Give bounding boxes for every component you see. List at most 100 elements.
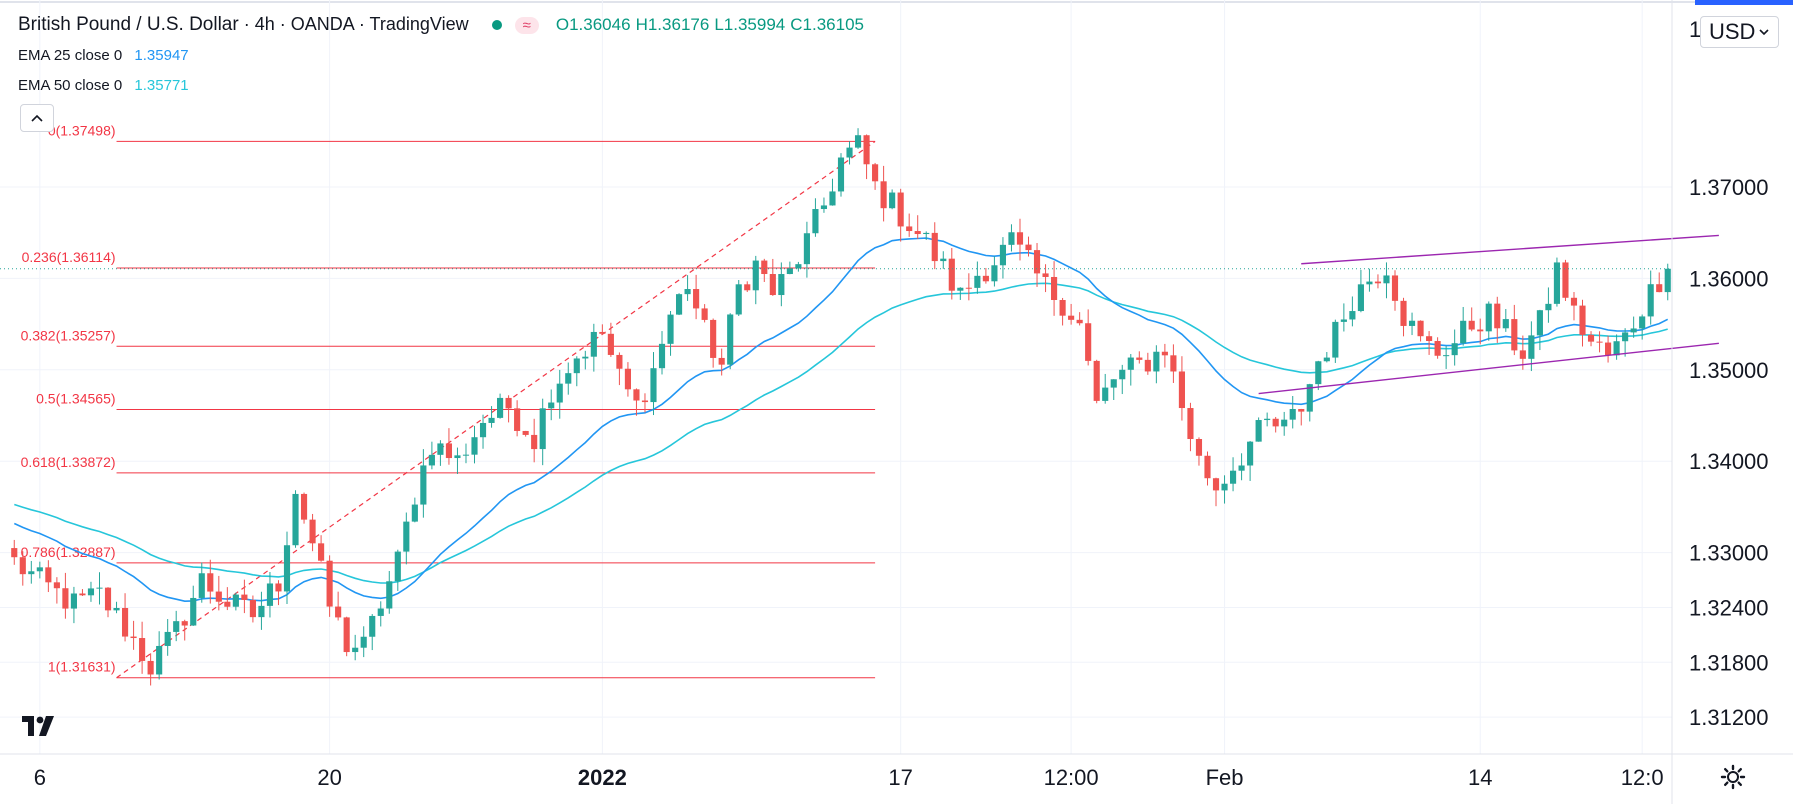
candle-body bbox=[565, 373, 572, 384]
ema50-legend[interactable]: EMA 50 close 0 1.35771 bbox=[18, 77, 189, 94]
candle-body bbox=[522, 430, 529, 435]
candle-body bbox=[693, 289, 700, 309]
candle-body bbox=[1536, 310, 1543, 336]
candle-body bbox=[1647, 284, 1654, 317]
candle-body bbox=[1093, 360, 1100, 401]
candle-body bbox=[1221, 483, 1228, 491]
candle-body bbox=[497, 397, 504, 418]
candle-body bbox=[1494, 303, 1501, 329]
candle-body bbox=[130, 636, 137, 639]
currency-selector[interactable]: USD bbox=[1700, 16, 1780, 48]
x-tick-label: 12:00 bbox=[1044, 765, 1099, 790]
candle-body bbox=[139, 638, 146, 661]
y-tick-label: 1.34000 bbox=[1689, 449, 1769, 474]
candle-body bbox=[974, 275, 981, 288]
channel-upper-line bbox=[1301, 234, 1719, 265]
candle-body bbox=[1622, 332, 1629, 342]
candle-body bbox=[309, 519, 316, 544]
candle-body bbox=[1426, 336, 1433, 341]
candle-body bbox=[70, 593, 77, 609]
candle-body bbox=[548, 402, 555, 409]
candle-body bbox=[1059, 299, 1066, 316]
candle-body bbox=[232, 594, 239, 607]
top-accent bbox=[1695, 0, 1793, 5]
ema25-value: 1.35947 bbox=[134, 47, 189, 64]
collapse-legend-button[interactable] bbox=[20, 104, 54, 132]
candle-body bbox=[1085, 323, 1092, 361]
ema50-label: EMA 50 close 0 bbox=[18, 77, 123, 94]
candle-body bbox=[1391, 275, 1399, 301]
candle-body bbox=[735, 284, 742, 315]
candle-body bbox=[1255, 420, 1262, 442]
candle-body bbox=[1443, 355, 1450, 357]
candle-body bbox=[837, 157, 845, 192]
candle-body bbox=[1477, 329, 1484, 332]
candle-body bbox=[624, 368, 631, 390]
candle-body bbox=[207, 573, 214, 592]
candle-body bbox=[880, 181, 887, 209]
candle-body bbox=[1587, 334, 1595, 342]
candle-body bbox=[1229, 470, 1237, 484]
candle-body bbox=[224, 601, 231, 607]
ohlc-high: H1.36176 bbox=[635, 15, 710, 34]
y-tick-label: 1.31800 bbox=[1689, 650, 1769, 675]
fib-level-label: 0.236(1.36114) bbox=[22, 249, 116, 265]
candle-body bbox=[573, 358, 580, 374]
candle-body bbox=[1051, 276, 1058, 300]
candle-body bbox=[675, 294, 683, 315]
x-tick-label: 20 bbox=[317, 765, 341, 790]
ema25-legend[interactable]: EMA 25 close 0 1.35947 bbox=[18, 47, 189, 64]
tradingview-logo-mark bbox=[22, 716, 54, 736]
candle-body bbox=[19, 557, 26, 575]
channel-lower-line bbox=[1258, 342, 1719, 395]
candle-body bbox=[658, 343, 666, 369]
ema25-label: EMA 25 close 0 bbox=[18, 47, 123, 64]
symbol-name[interactable]: British Pound / U.S. Dollar bbox=[18, 14, 239, 35]
ohlc-low: L1.35994 bbox=[714, 15, 786, 34]
fibonacci-retracement[interactable]: 0(1.37498) 0.236(1.36114) 0.382(1.35257) 0.… bbox=[21, 122, 876, 679]
candle-body bbox=[897, 192, 904, 227]
candle-body bbox=[616, 354, 623, 369]
candle-body bbox=[1332, 321, 1339, 358]
candle-body bbox=[982, 275, 989, 282]
candle-body bbox=[181, 621, 188, 626]
candle-body bbox=[803, 233, 810, 265]
settings-button[interactable] bbox=[1720, 764, 1746, 797]
x-tick-label: 17 bbox=[888, 765, 912, 790]
candle-body bbox=[854, 135, 862, 148]
chevron-up-icon bbox=[31, 114, 43, 122]
candle-body bbox=[1195, 439, 1203, 456]
separator: · bbox=[279, 14, 286, 34]
candlestick-series bbox=[11, 128, 1671, 686]
candle-body bbox=[556, 383, 563, 403]
candle-body bbox=[1272, 418, 1279, 427]
candle-body bbox=[1042, 273, 1049, 277]
candle-body bbox=[1366, 281, 1373, 285]
candle-body bbox=[1119, 369, 1126, 380]
candle-body bbox=[360, 636, 367, 648]
candle-body bbox=[28, 571, 35, 575]
y-tick-label: 1.37000 bbox=[1689, 175, 1769, 200]
candle-body bbox=[769, 274, 776, 296]
candle-body bbox=[11, 548, 18, 558]
candle-body bbox=[1502, 319, 1509, 329]
wave-icon[interactable]: ≈ bbox=[514, 17, 539, 34]
ohlc-open: O1.36046 bbox=[555, 15, 631, 34]
market-status-icon[interactable] bbox=[491, 20, 502, 31]
interval[interactable]: 4h bbox=[254, 14, 275, 34]
candle-body bbox=[1460, 320, 1467, 344]
grid bbox=[0, 0, 1793, 754]
candle-body bbox=[1306, 384, 1313, 412]
candle-body bbox=[1562, 262, 1569, 298]
y-tick-label: 1.31200 bbox=[1689, 705, 1769, 730]
candle-body bbox=[710, 319, 717, 358]
y-tick-label: 1.36000 bbox=[1689, 266, 1769, 291]
candle-body bbox=[1408, 320, 1416, 326]
candle-body bbox=[752, 260, 759, 291]
trend-channel[interactable] bbox=[1258, 234, 1719, 395]
tradingview-logo[interactable] bbox=[20, 712, 56, 740]
fib-level-label: 0.382(1.35257) bbox=[21, 327, 116, 343]
candle-body bbox=[479, 422, 487, 438]
